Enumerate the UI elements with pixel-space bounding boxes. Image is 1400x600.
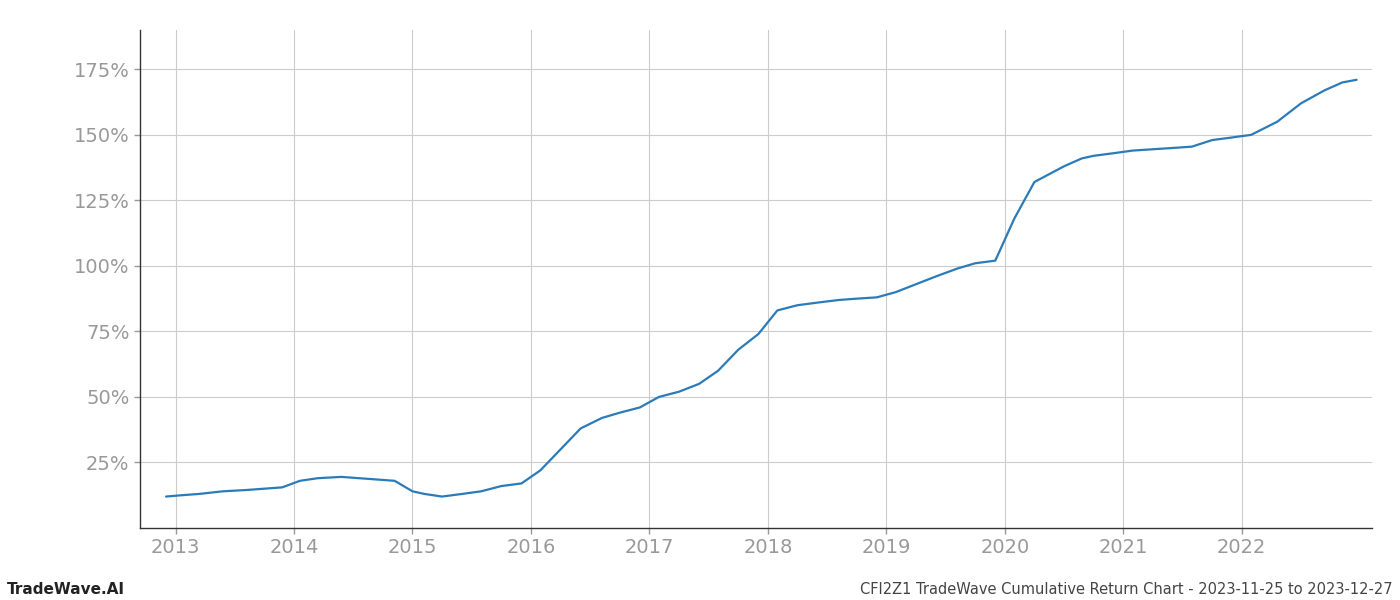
Text: TradeWave.AI: TradeWave.AI <box>7 582 125 597</box>
Text: CFI2Z1 TradeWave Cumulative Return Chart - 2023-11-25 to 2023-12-27: CFI2Z1 TradeWave Cumulative Return Chart… <box>861 582 1393 597</box>
